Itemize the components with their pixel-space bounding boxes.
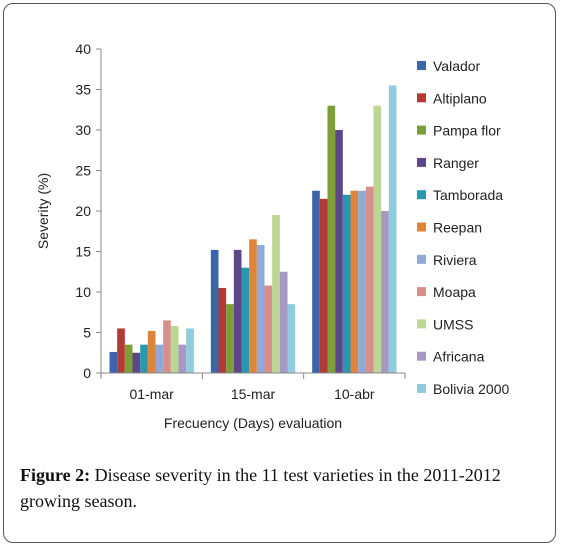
y-tick-label: 30 [75, 122, 91, 138]
legend-swatch [417, 287, 426, 297]
bar-chart: 0 5 10 15 20 25 30 35 40 01-mar 15-mar 10-abr Seve… [35, 41, 509, 431]
bar [170, 326, 179, 373]
y-tick-label: 35 [75, 82, 91, 98]
bar [226, 304, 234, 373]
axes [100, 49, 405, 374]
y-tick-label: 0 [83, 365, 91, 381]
bar [388, 85, 397, 373]
bar [279, 271, 288, 373]
legend: Valador Altiplano Pampa flor Ranger Tamborad… [417, 58, 509, 397]
legend-label: Africana [433, 349, 485, 365]
legend-swatch [417, 319, 426, 329]
bar [365, 186, 374, 373]
y-tick-label: 5 [83, 325, 91, 341]
y-tick-label: 20 [75, 203, 91, 219]
x-axis-label: Frecuency (Days) evaluation [164, 415, 342, 431]
bar [327, 105, 336, 373]
x-tick-label: 10-abr [334, 386, 375, 402]
legend-label: Riviera [433, 252, 477, 268]
y-axis-ticks: 0 5 10 15 20 25 30 35 40 [75, 41, 101, 381]
bar [272, 215, 280, 373]
bar [373, 105, 382, 373]
bars [109, 85, 397, 373]
legend-swatch [417, 384, 426, 393]
legend-swatch [417, 61, 426, 70]
y-axis-label: Severity (%) [35, 173, 51, 249]
bar [109, 351, 118, 373]
bar [381, 211, 389, 373]
bar [264, 285, 273, 373]
bar [140, 344, 148, 373]
legend-label: Reepan [433, 220, 482, 236]
y-tick-label: 15 [75, 244, 91, 260]
x-axis-ticks: 01-mar 15-mar 10-abr [100, 373, 406, 402]
legend-swatch [417, 93, 426, 103]
caption-label: Figure 2: [20, 465, 91, 485]
bar [163, 320, 171, 373]
legend-swatch [417, 222, 426, 232]
legend-label: Ranger [433, 155, 479, 171]
bar [155, 344, 164, 373]
legend-swatch [417, 254, 426, 264]
bar [241, 267, 250, 373]
legend-swatch [417, 351, 426, 361]
figure-frame: 0 5 10 15 20 25 30 35 40 01-mar 15-mar 10-abr Seve… [3, 3, 556, 543]
caption-text: Disease severity in the 11 test varietie… [20, 465, 501, 511]
bar [350, 190, 359, 373]
figure-caption: Figure 2: Disease severity in the 11 tes… [20, 462, 550, 514]
bar [210, 249, 219, 373]
bar [287, 304, 296, 373]
bar [256, 245, 265, 373]
bar [147, 330, 156, 373]
legend-label: Bolivia 2000 [433, 381, 509, 397]
bar [117, 328, 125, 373]
legend-label: Tamborada [433, 187, 503, 203]
y-tick-label: 40 [75, 41, 91, 57]
x-tick-label: 01-mar [129, 386, 174, 402]
bar [249, 239, 257, 373]
legend-label: Pampa flor [433, 123, 501, 139]
bar [342, 194, 351, 373]
legend-swatch [417, 190, 426, 200]
legend-swatch [417, 125, 426, 135]
y-tick-label: 10 [75, 284, 91, 300]
legend-label: UMSS [433, 316, 473, 332]
bar [358, 190, 366, 373]
bar [186, 328, 194, 373]
legend-swatch [417, 157, 426, 167]
legend-label: Altiplano [433, 90, 487, 106]
bar [335, 130, 343, 373]
bar [312, 190, 320, 373]
bar [132, 352, 141, 373]
y-tick-label: 25 [75, 163, 91, 179]
legend-label: Moapa [433, 284, 476, 300]
bar [178, 344, 187, 373]
bar [218, 287, 227, 373]
legend-label: Valador [433, 58, 481, 74]
bar [319, 198, 328, 373]
bar [233, 249, 242, 373]
bar [124, 344, 133, 373]
x-tick-label: 15-mar [231, 386, 276, 402]
